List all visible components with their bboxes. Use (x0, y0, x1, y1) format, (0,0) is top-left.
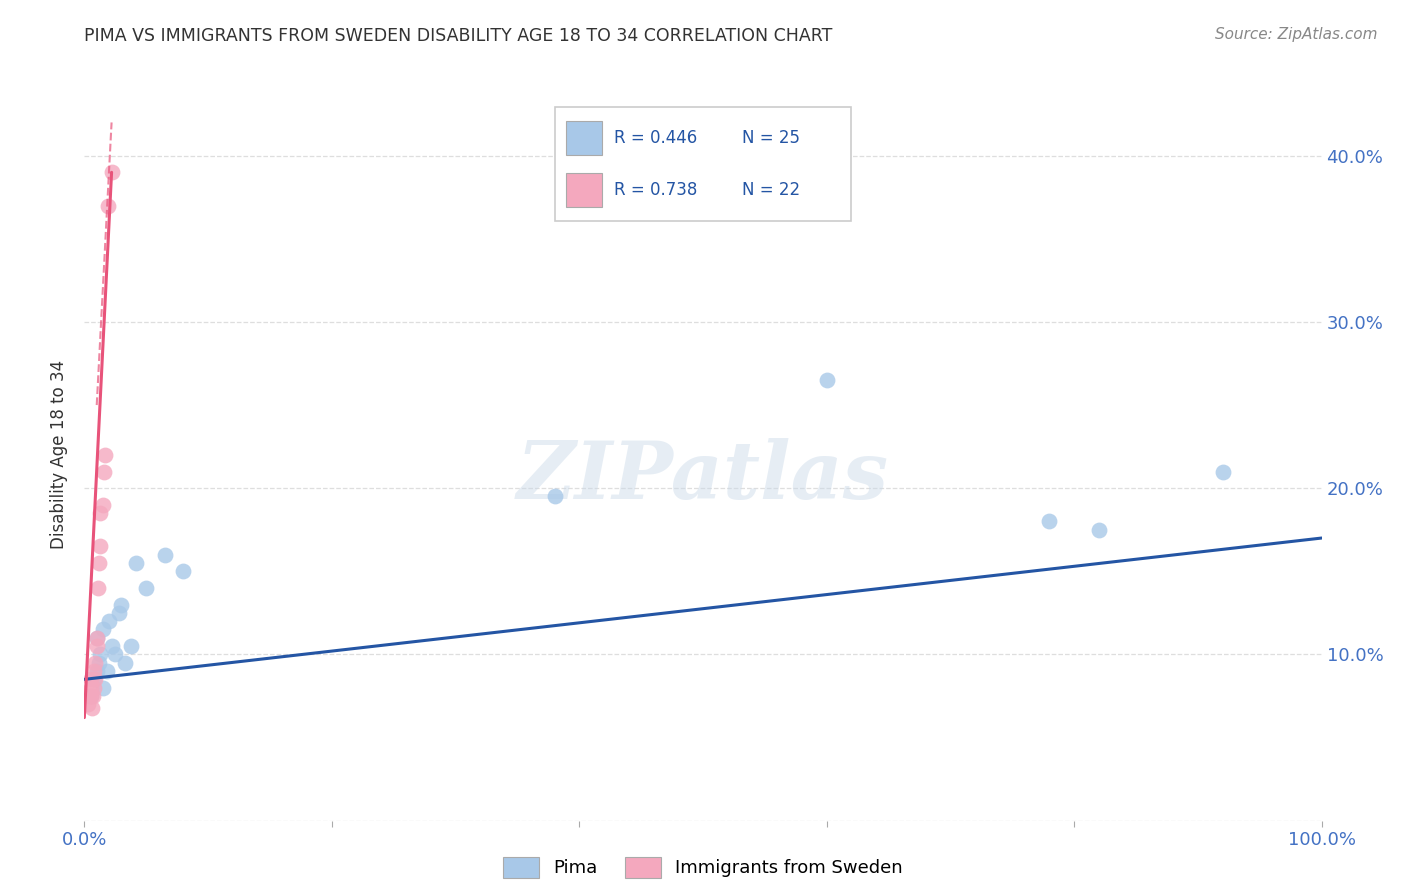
Point (1212, 465, 1234, 479)
Point (86, 639, 108, 653)
Point (98, 614, 121, 628)
Point (97, 198, 120, 212)
Point (91, 498, 114, 512)
Point (83, 681, 105, 695)
Point (108, 606, 131, 620)
Legend: Pima, Immigrants from Sweden: Pima, Immigrants from Sweden (496, 849, 910, 885)
Point (79, 689, 101, 703)
Point (94, 448, 117, 462)
Point (91, 681, 114, 695)
Point (89, 506, 111, 520)
Point (89, 556, 111, 570)
Point (172, 564, 194, 578)
Point (79, 673, 101, 687)
Point (1088, 523, 1111, 537)
Point (110, 598, 132, 612)
Point (100, 639, 122, 653)
Point (77, 698, 100, 712)
Point (84, 673, 107, 687)
Text: Source: ZipAtlas.com: Source: ZipAtlas.com (1215, 27, 1378, 42)
Point (89, 656, 111, 670)
Point (83, 673, 105, 687)
Point (79, 681, 101, 695)
Point (82, 689, 104, 703)
Point (104, 648, 127, 662)
Point (89, 539, 111, 553)
Point (100, 165, 122, 179)
Point (815, 373, 838, 387)
Point (1038, 515, 1060, 529)
Point (93, 465, 115, 479)
Point (79, 689, 101, 703)
Point (135, 581, 157, 595)
Point (86, 631, 108, 645)
Point (80, 700, 103, 714)
Point (91, 623, 114, 637)
Point (79, 689, 101, 703)
Y-axis label: Disability Age 18 to 34: Disability Age 18 to 34 (51, 360, 69, 549)
Point (120, 639, 142, 653)
Point (125, 556, 148, 570)
Text: PIMA VS IMMIGRANTS FROM SWEDEN DISABILITY AGE 18 TO 34 CORRELATION CHART: PIMA VS IMMIGRANTS FROM SWEDEN DISABILIT… (84, 27, 832, 45)
Point (87, 581, 110, 595)
Point (83, 664, 105, 678)
Point (96, 664, 118, 678)
Point (114, 656, 136, 670)
Point (153, 548, 176, 562)
Point (89, 648, 111, 662)
Point (84, 656, 107, 670)
Point (86, 631, 108, 645)
Point (543, 490, 565, 504)
Point (86, 664, 108, 678)
Text: ZIPatlas: ZIPatlas (517, 438, 889, 516)
